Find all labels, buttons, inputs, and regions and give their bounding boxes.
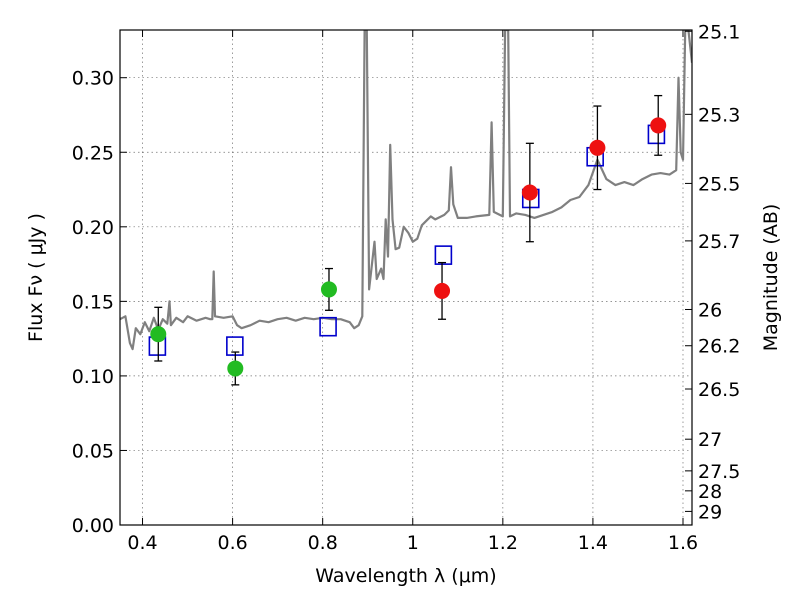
x-tick-label: 1 — [407, 532, 419, 554]
y2-tick-label: 26.5 — [698, 379, 740, 401]
x-tick-label: 1.2 — [488, 532, 518, 554]
observed-flux-point — [434, 282, 451, 299]
x-tick-label: 0.8 — [308, 532, 338, 554]
y2-tick-label: 26.2 — [698, 336, 740, 358]
x-tick-label: 1.6 — [668, 532, 698, 554]
y-tick-label: 0.20 — [72, 217, 114, 239]
x-tick-label: 1.4 — [578, 532, 608, 554]
y2-tick-label: 26 — [698, 299, 722, 321]
x-axis-label: Wavelength λ (μm) — [315, 565, 496, 587]
y2-tick-label: 29 — [698, 501, 722, 523]
observed-flux-point — [650, 117, 667, 134]
model-photometry-square — [434, 245, 453, 265]
model-spectrum-line — [120, 30, 692, 351]
observed-flux-point — [320, 281, 337, 298]
grid-lines — [120, 30, 692, 526]
y-tick-label: 0.30 — [72, 68, 114, 90]
model-photometry-square — [319, 316, 337, 337]
y-tick-label: 0.00 — [72, 515, 114, 537]
y2-tick-label: 27 — [698, 429, 722, 451]
y2-tick-label: 27.5 — [698, 461, 740, 483]
y-tick-label: 0.10 — [72, 366, 114, 388]
y2-tick-label: 25.1 — [698, 21, 740, 43]
observed-flux-point — [227, 360, 244, 377]
x-tick-label: 0.4 — [127, 532, 157, 554]
y-tick-label: 0.15 — [72, 291, 114, 313]
y-axis-label: Flux Fν ( μJy ) — [25, 213, 47, 342]
plot-frame — [119, 29, 693, 526]
y-tick-label: 0.05 — [72, 440, 114, 462]
observed-flux-point — [521, 184, 538, 201]
y2-tick-label: 25.3 — [698, 104, 740, 126]
observed-flux-point — [150, 326, 167, 343]
y-tick-label: 0.25 — [72, 142, 114, 164]
x-tick-label: 0.6 — [217, 532, 247, 554]
y2-tick-label: 25.7 — [698, 231, 740, 253]
y2-tick-label: 25.5 — [698, 173, 740, 195]
model-spectrum-layer — [120, 30, 692, 351]
y2-tick-label: 28 — [698, 481, 722, 503]
data-points-layer — [148, 94, 667, 386]
y2-axis-label: Magnitude (AB) — [760, 204, 782, 352]
observed-flux-point — [589, 139, 606, 156]
axis-ticks: 0.4 0.6 0.8 1 1.2 1.4 1.6 0.00 0.05 0.10 0.15 0.20 0… — [72, 21, 741, 554]
